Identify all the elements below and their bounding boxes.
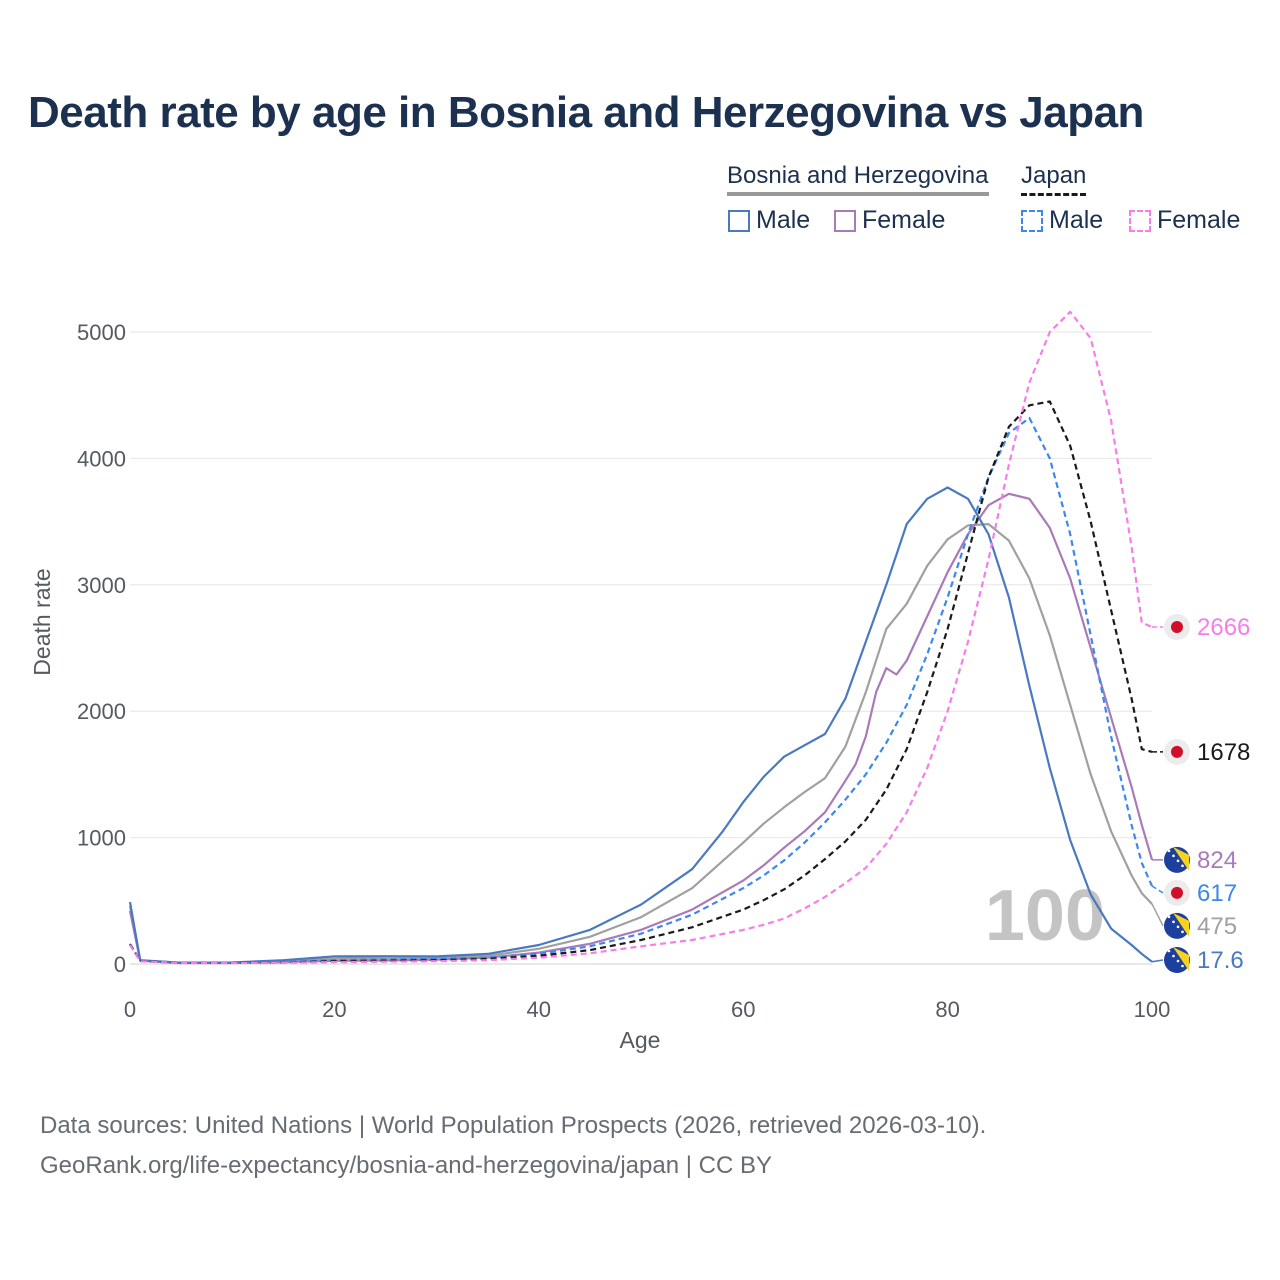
flag-star	[1176, 925, 1180, 929]
y-tick-label: 4000	[77, 446, 126, 471]
flag-sun	[1171, 745, 1183, 758]
bosnia-flag-icon	[1164, 947, 1190, 973]
axis-ticks: 0 1000 2000 3000 4000 5000 0 20 40 60 80 100	[77, 320, 1170, 1022]
legend-group-japan-label: Japan	[1021, 162, 1087, 189]
y-tick-label: 2000	[77, 699, 126, 724]
flag-star	[1181, 930, 1184, 934]
y-tick-label: 3000	[77, 573, 126, 598]
legend-swatch	[728, 209, 750, 232]
flag-star	[1176, 859, 1180, 863]
legend-item-bosnia-female[interactable]: Female	[834, 206, 945, 235]
grid	[130, 331, 1152, 965]
end-value-label: 17.6	[1197, 947, 1244, 974]
series-line	[129, 310, 1153, 965]
flag-star	[1167, 949, 1171, 953]
series-line	[128, 486, 1153, 964]
x-tick-label: 0	[124, 997, 136, 1022]
source-line-1: Data sources: United Nations | World Pop…	[40, 1112, 987, 1139]
flag-sun	[1171, 621, 1183, 634]
legend-swatch	[834, 209, 856, 232]
y-tick-label: 1000	[77, 826, 126, 851]
x-tick-label: 100	[1134, 997, 1171, 1022]
bosnia-flag-icon	[1164, 846, 1190, 873]
japan-flag-icon	[1164, 614, 1190, 641]
japan-flag-icon	[1164, 738, 1190, 765]
source-line-2: GeoRank.org/life-expectancy/bosnia-and-h…	[40, 1152, 772, 1179]
japan-flag-icon	[1164, 879, 1190, 906]
source-note: Data sources: United Nations | World Pop…	[40, 1106, 986, 1186]
flag-star	[1167, 849, 1171, 853]
flag-star	[1176, 959, 1180, 963]
legend-group-bosnia: Bosnia and Herzegovina	[727, 162, 989, 196]
flag-star	[1167, 915, 1171, 919]
x-tick-label: 20	[322, 997, 346, 1022]
y-axis-label: Death rate	[29, 568, 55, 675]
legend-group-japan: Japan	[1021, 162, 1087, 196]
legend-item-label: Female	[1157, 206, 1241, 234]
flag-sun	[1171, 886, 1183, 899]
end-connector	[1151, 903, 1164, 927]
y-tick-label: 5000	[77, 320, 126, 345]
chart-title: Death rate by age in Bosnia and Herzegov…	[28, 88, 1144, 137]
x-tick-label: 60	[731, 997, 755, 1022]
legend-item-japan-female[interactable]: Female	[1129, 206, 1240, 235]
y-tick-label: 0	[114, 952, 126, 977]
legend-group-japan-line	[1021, 193, 1087, 196]
series-line	[129, 400, 1153, 964]
legend-swatch	[1021, 209, 1043, 232]
end-value-label: 617	[1197, 880, 1237, 907]
flag-star	[1181, 964, 1184, 968]
flag-star	[1172, 954, 1175, 958]
end-value-label: 2666	[1197, 614, 1250, 641]
flag-star	[1181, 864, 1184, 868]
legend-item-label: Female	[862, 206, 946, 234]
end-connector	[1151, 959, 1164, 963]
x-tick-label: 40	[527, 997, 551, 1022]
bosnia-flag-icon	[1164, 912, 1190, 939]
flag-star	[1172, 920, 1175, 924]
series-line	[128, 523, 1153, 964]
flag-star	[1172, 854, 1175, 858]
legend-item-japan-male[interactable]: Male	[1021, 206, 1103, 235]
x-axis-label: Age	[620, 1027, 661, 1053]
flag-triangle	[1173, 912, 1189, 937]
legend-item-label: Male	[756, 206, 811, 234]
series-lines	[128, 310, 1154, 965]
end-value-label: 475	[1197, 913, 1237, 940]
flag-triangle	[1173, 947, 1189, 971]
end-value-label: 824	[1197, 847, 1237, 874]
series-end-markers: 2666 1678 824 617 475 17.6	[1151, 614, 1250, 974]
legend-item-bosnia-male[interactable]: Male	[728, 206, 810, 235]
legend-swatch	[1129, 209, 1151, 232]
year-watermark: 100	[985, 876, 1105, 956]
series-line	[129, 416, 1154, 964]
x-tick-label: 80	[935, 997, 959, 1022]
chart-svg: 0 1000 2000 3000 4000 5000 0 20 40 60 80 100 100 26…	[29, 310, 1250, 1053]
end-value-label: 1678	[1197, 739, 1250, 766]
legend-item-label: Male	[1049, 206, 1104, 234]
legend-group-bosnia-label: Bosnia and Herzegovina	[727, 162, 989, 189]
legend-group-bosnia-line	[727, 192, 989, 196]
end-connector	[1151, 885, 1164, 894]
flag-triangle	[1173, 846, 1189, 871]
